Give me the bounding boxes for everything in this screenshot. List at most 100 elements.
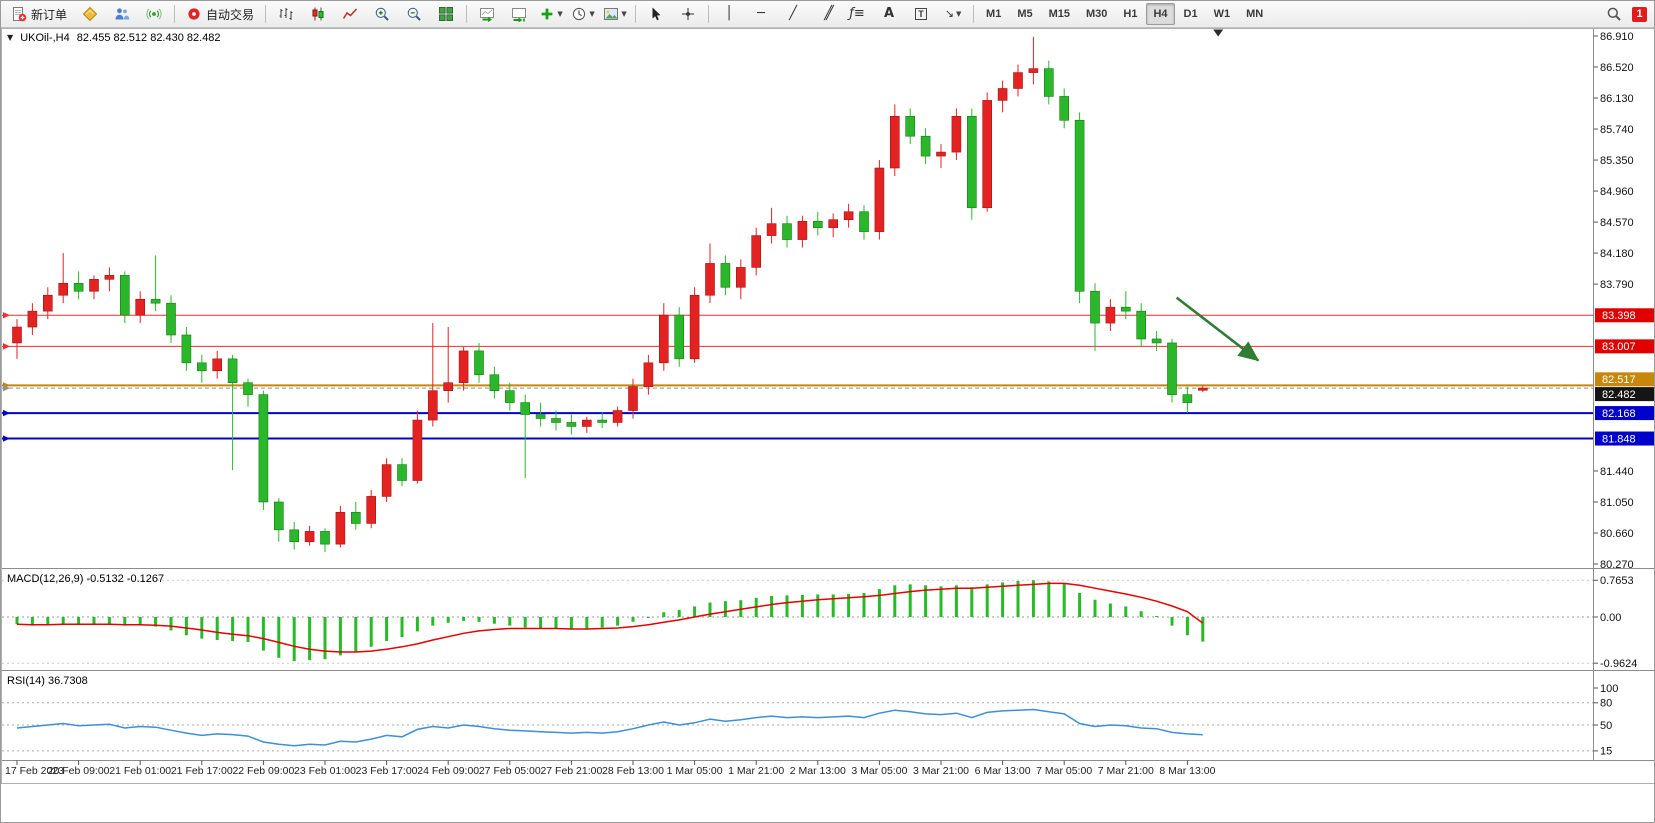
line-chart-icon [342,8,358,19]
price-tag [1595,308,1654,323]
timeframe-w1[interactable]: W1 [1213,8,1231,20]
tile-windows-button[interactable] [431,3,461,25]
candle [381,464,392,497]
macd-bar [369,617,373,647]
timeframe-h1[interactable]: H1 [1123,8,1138,20]
auto-trading-button[interactable]: 自动交易 [180,3,260,25]
time-tick-label: 2 Mar 13:00 [790,765,846,777]
timeframe-m5[interactable]: M5 [1017,8,1033,20]
macd-bar [246,617,250,642]
time-tick-label: 27 Feb 05:00 [479,765,541,777]
bottom-strip [1,784,1654,822]
rsi-axis-label: 100 [1600,683,1618,695]
candle [1059,96,1069,121]
candle [797,220,808,240]
new-order-icon [13,7,27,22]
signals-button[interactable] [139,3,169,25]
vertical-line-tool-button[interactable]: │ [714,3,744,25]
time-tick-label: 1 Mar 05:00 [667,765,723,777]
candle [859,211,869,232]
candle [705,263,715,296]
fibonacci-tool-button[interactable]: ƒ≡ [842,3,872,25]
one-click-trading-toggle[interactable]: ▼ [7,33,14,42]
timeframe-d1[interactable]: D1 [1183,8,1198,20]
trendline-tool-button[interactable]: ╱ [778,3,808,25]
candle [42,294,53,312]
candle [966,116,977,209]
search-button[interactable] [1599,3,1629,25]
candle [181,334,192,364]
timeframe-mn[interactable]: MN [1246,8,1264,20]
chart-shift-button[interactable] [504,3,534,25]
macd-bar [600,617,604,628]
periods-button[interactable]: ▼ [568,3,598,25]
time-tick-label: 17 Feb 2023 [5,765,64,777]
chart-symbol-ohlc: ▼ UKOil-,H4 82.455 82.512 82.430 82.482 [7,32,225,44]
candlestick-chart-button[interactable] [303,3,333,25]
macd-bar [169,617,173,631]
zoom-out-button[interactable] [399,3,429,25]
clock-icon [573,7,586,21]
candle [73,283,84,292]
macd-bar [539,617,543,629]
timeframe-m1[interactable]: M1 [986,8,1002,20]
macd-axis-label: -0.9624 [1600,658,1637,670]
toolbar-separator [265,5,267,23]
time-tick-label: 23 Feb 01:00 [294,765,356,777]
channel-tool-button[interactable]: ╱╱ [810,3,840,25]
trend-arrow-annotation[interactable] [1175,296,1260,362]
candle [135,298,145,316]
candle [504,390,515,403]
symbol-label: UKOil-,H4 [20,32,70,44]
candle [197,362,207,372]
timeframe-m15[interactable]: M15 [1048,8,1070,20]
candle [150,298,161,304]
trendline-icon: ╱ [789,6,797,21]
toolbar-separator [174,5,176,23]
market-watch-button[interactable] [75,3,105,25]
time-tick-label: 8 Mar 13:00 [1159,765,1215,777]
timeframe-h4[interactable]: H4 [1146,3,1175,25]
notification-badge[interactable]: 1 [1632,6,1647,22]
new-order-button[interactable]: 新订单 [5,3,73,25]
line-chart-button[interactable] [335,3,365,25]
macd-bar [847,593,851,617]
zoom-in-button[interactable] [367,3,397,25]
text-label-tool-button[interactable]: T [906,3,936,25]
time-tick-label: 27 Feb 21:00 [540,765,602,777]
candle [782,223,792,240]
text-tool-button[interactable]: A [874,3,904,25]
horizontal-line-tool-button[interactable]: ─ [746,3,776,25]
bar-chart-button[interactable] [271,3,301,25]
macd-bar [277,617,281,658]
community-button[interactable] [107,3,137,25]
templates-button[interactable]: ▼ [600,3,630,25]
macd-bar [292,617,296,662]
crosshair-tool-button[interactable] [673,3,703,25]
macd-bar [985,584,989,617]
macd-bar [1093,599,1097,617]
candle [366,496,377,524]
macd-bar [123,617,127,626]
time-tick-label: 21 Feb 17:00 [171,765,233,777]
price-tick-label: 86.910 [1600,31,1634,43]
cursor-tool-button[interactable] [641,3,671,25]
candle [581,419,592,427]
toolbar-separator [708,5,710,23]
auto-scroll-button[interactable] [472,3,502,25]
candle [320,531,330,545]
chart-shift-marker[interactable] [1213,29,1224,37]
time-tick-label: 3 Mar 21:00 [913,765,969,777]
macd-title: MACD(12,26,9) -0.5132 -0.1267 [7,573,165,585]
add-indicator-button[interactable]: ▼ [536,3,566,25]
chart-canvas[interactable]: 86.910 86.520 86.130 85.740 85.350 84.960 84.5… [1,28,1655,784]
price-axis[interactable]: 86.910 86.520 86.130 85.740 85.350 84.960 84.5… [1593,31,1655,758]
candle [458,350,469,384]
timeframe-m30[interactable]: M30 [1086,8,1108,20]
arrows-tool-button[interactable]: ↘ ▼ [938,3,968,25]
macd-bar [1201,617,1205,642]
macd-bar [1185,617,1189,636]
macd-bar [15,617,19,625]
price-tag-label: 83.007 [1602,341,1636,353]
